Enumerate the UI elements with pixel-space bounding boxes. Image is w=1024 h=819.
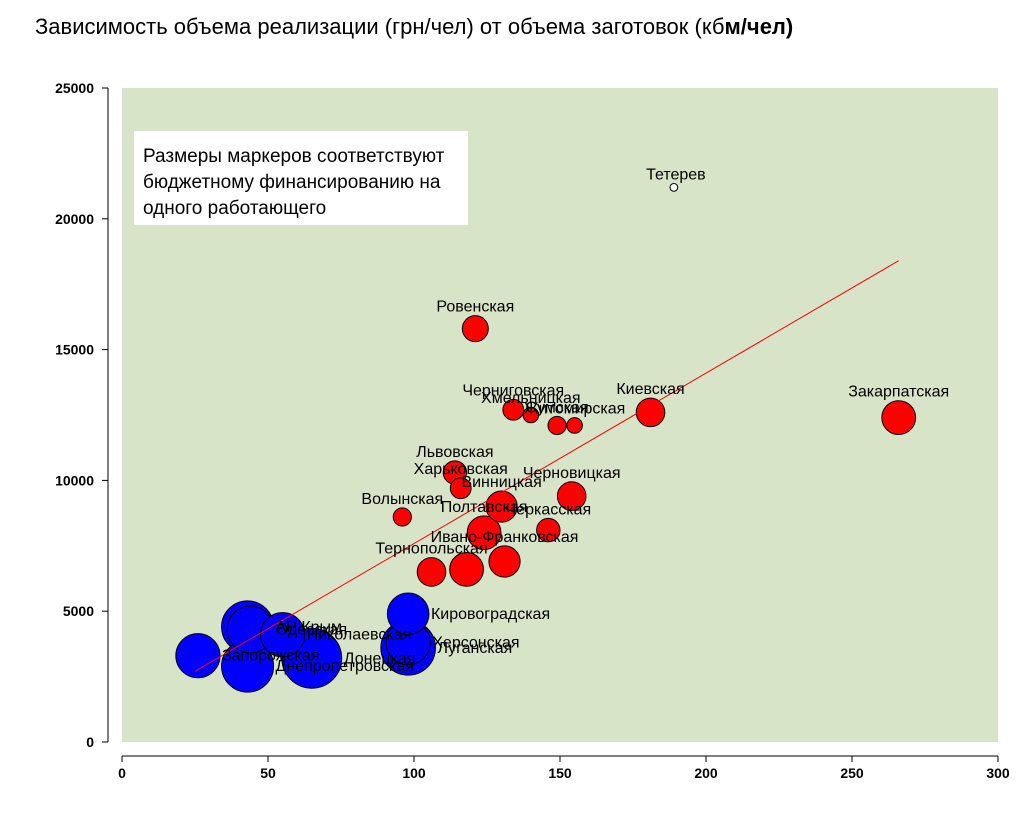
marker-point <box>556 481 587 511</box>
x-tick-label: 0 <box>118 765 126 781</box>
point-label: Харьковская <box>414 461 508 478</box>
point-label: Черновицкая <box>523 465 621 482</box>
marker-point <box>488 545 521 578</box>
y-ticks: 0 5000 10000 15000 20000 25000 <box>55 80 108 750</box>
note-box-bg <box>134 131 468 225</box>
point-label: Киевская <box>616 381 684 398</box>
marker-point <box>881 400 917 436</box>
chart-title-main: Зависимость объема реализации (грн/чел) … <box>35 14 725 39</box>
marker-point <box>466 515 502 551</box>
point-label: Днепропетровская <box>276 658 414 675</box>
note-box: Размеры маркеров соответствуют бюджетном… <box>134 131 468 225</box>
point-label: Хмельницкая <box>481 390 581 407</box>
point-label: Сумская <box>525 399 588 416</box>
note-line-2: бюджетному финансированию на <box>143 172 441 193</box>
chart-title-tail: м/чел) <box>724 14 794 39</box>
point-label: АР Крым <box>276 619 343 636</box>
point-label: Одесская <box>276 622 347 639</box>
marker-point <box>260 612 306 658</box>
x-tick-label: 200 <box>694 765 718 781</box>
point-label: Донецкая <box>344 650 416 667</box>
point-label: Кировоградская <box>431 606 550 623</box>
marker-point <box>485 490 518 523</box>
x-tick-label: 150 <box>548 765 572 781</box>
marker-point <box>449 477 472 500</box>
marker-point <box>502 398 525 421</box>
x-tick-label: 250 <box>840 765 864 781</box>
trend-line <box>194 260 899 672</box>
y-tick-label: 25000 <box>55 80 94 96</box>
marker-point <box>416 557 447 587</box>
point-label: Луганская <box>437 640 512 657</box>
y-tick-label: 20000 <box>55 211 94 227</box>
x-tick-label: 300 <box>986 765 1010 781</box>
point-label: Тернопольская <box>375 541 487 558</box>
markers <box>175 183 917 693</box>
chart-title: Зависимость объема реализации (грн/чел) … <box>35 14 793 40</box>
marker-point <box>392 507 412 527</box>
point-label: Ивано-Франковская <box>431 529 579 546</box>
point-label: Волынская <box>361 491 443 508</box>
x-tick-label: 50 <box>260 765 276 781</box>
point-label: Тетерев <box>646 166 706 183</box>
note-line-1: Размеры маркеров соответствуют <box>143 146 445 167</box>
point-label: Закарпатская <box>848 384 949 401</box>
point-label: Полтавская <box>441 499 528 516</box>
y-tick-label: 0 <box>86 734 94 750</box>
marker-point <box>566 417 583 434</box>
point-label: Запорожская <box>222 648 319 665</box>
marker-point <box>669 183 679 192</box>
point-label: Черкасская <box>506 501 592 518</box>
x-ticks: 0 50 100 150 200 250 300 <box>118 756 1010 781</box>
marker-point <box>547 415 567 436</box>
point-label: Черниговская <box>462 382 564 399</box>
point-label: Львовская <box>416 444 493 461</box>
point-label: Житомирская <box>524 401 626 418</box>
y-tick-label: 5000 <box>63 603 94 619</box>
marker-point <box>635 397 666 428</box>
y-tick-label: 10000 <box>55 472 94 488</box>
marker-point <box>175 633 221 679</box>
note-line-3: одного работающего <box>143 198 326 219</box>
marker-point <box>522 406 540 424</box>
point-label: Ровенская <box>436 299 514 316</box>
x-tick-label: 100 <box>402 765 426 781</box>
point-label: Николаевская <box>307 627 412 644</box>
marker-point <box>536 517 561 543</box>
point-label: Херсонская <box>432 635 519 652</box>
marker-point <box>461 315 489 343</box>
marker-point <box>449 551 484 587</box>
marker-point <box>386 592 430 636</box>
y-tick-label: 15000 <box>55 342 94 358</box>
point-label: Винницкая <box>461 474 541 491</box>
